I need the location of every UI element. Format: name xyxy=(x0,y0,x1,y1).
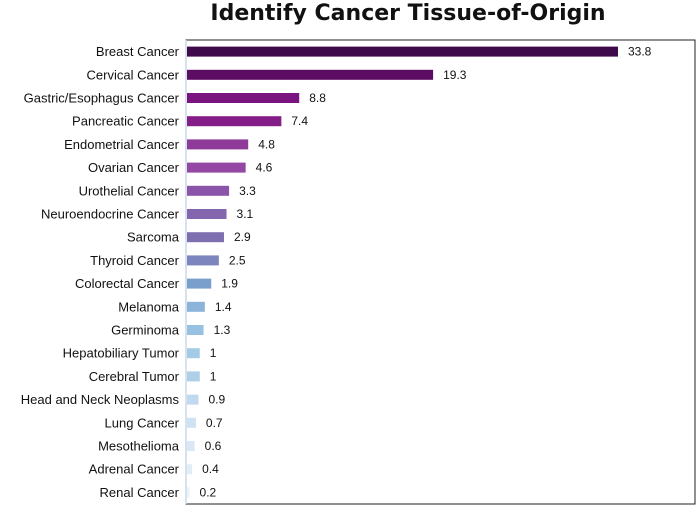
value-label: 1.3 xyxy=(214,323,231,337)
bar xyxy=(187,139,249,150)
category-label: Pancreatic Cancer xyxy=(72,114,180,129)
category-label: Renal Cancer xyxy=(100,485,180,500)
category-label: Cervical Cancer xyxy=(87,67,180,82)
plot-frame xyxy=(185,39,696,505)
category-label: Thyroid Cancer xyxy=(90,253,180,268)
bar xyxy=(187,394,199,405)
bar xyxy=(187,209,227,219)
category-label: Hepatobiliary Tumor xyxy=(63,346,180,361)
bar xyxy=(187,417,196,428)
category-label: Neuroendocrine Cancer xyxy=(41,207,180,222)
category-label: Urothelial Cancer xyxy=(79,183,180,198)
category-label: Mesothelioma xyxy=(98,439,180,454)
bar xyxy=(187,487,190,498)
value-label: 4.8 xyxy=(258,137,275,151)
value-label: 3.1 xyxy=(237,207,254,221)
value-label: 2.9 xyxy=(234,230,251,244)
category-label: Cerebral Tumor xyxy=(89,369,180,384)
bar xyxy=(187,325,204,335)
bar xyxy=(187,93,300,103)
bar xyxy=(187,116,282,127)
value-label: 19.3 xyxy=(443,68,467,82)
bar xyxy=(187,464,193,475)
value-label: 3.3 xyxy=(239,184,256,198)
category-label: Gastric/Esophagus Cancer xyxy=(24,91,180,106)
value-label: 0.2 xyxy=(200,485,217,499)
bar xyxy=(187,162,246,173)
bar xyxy=(187,255,219,266)
category-label: Breast Cancer xyxy=(96,44,180,59)
category-label: Colorectal Cancer xyxy=(75,276,180,291)
category-label: Germinoma xyxy=(111,323,180,338)
value-label: 1 xyxy=(210,369,217,383)
value-label: 33.8 xyxy=(628,45,652,59)
value-label: 0.6 xyxy=(205,439,222,453)
bar xyxy=(187,69,434,80)
bars xyxy=(187,46,618,498)
bar xyxy=(187,278,212,289)
bar xyxy=(187,46,618,57)
value-label: 2.5 xyxy=(229,253,246,267)
value-label: 1.4 xyxy=(215,300,232,314)
category-label: Adrenal Cancer xyxy=(89,462,180,477)
bar xyxy=(187,441,195,451)
value-labels: 33.8 19.3 8.87.4 4.8 4.63.3 3.1 2.9 2.5 1.9 1.4 1.… xyxy=(200,45,652,500)
category-label: Endometrial Cancer xyxy=(64,137,180,152)
bar xyxy=(187,185,230,196)
value-label: 0.7 xyxy=(206,416,223,430)
bar xyxy=(187,301,205,312)
category-label: Ovarian Cancer xyxy=(88,160,180,175)
bar xyxy=(187,232,224,243)
value-label: 0.9 xyxy=(208,393,225,407)
value-label: 7.4 xyxy=(291,114,308,128)
category-label: Sarcoma xyxy=(127,230,180,245)
category-labels: Breast Cancer Cervical Cancer Gastric/Esop… xyxy=(21,44,180,500)
category-label: Melanoma xyxy=(118,299,179,314)
bar xyxy=(187,348,200,359)
category-label: Lung Cancer xyxy=(105,415,180,430)
value-label: 1 xyxy=(210,346,217,360)
bar xyxy=(187,371,200,382)
value-label: 1.9 xyxy=(221,277,238,291)
value-label: 8.8 xyxy=(309,91,326,105)
value-label: 0.4 xyxy=(202,462,219,476)
category-label: Head and Neck Neoplasms xyxy=(21,392,180,407)
value-label: 4.6 xyxy=(256,161,273,175)
chart-title: Identify Cancer Tissue-of-Origin xyxy=(210,1,605,26)
